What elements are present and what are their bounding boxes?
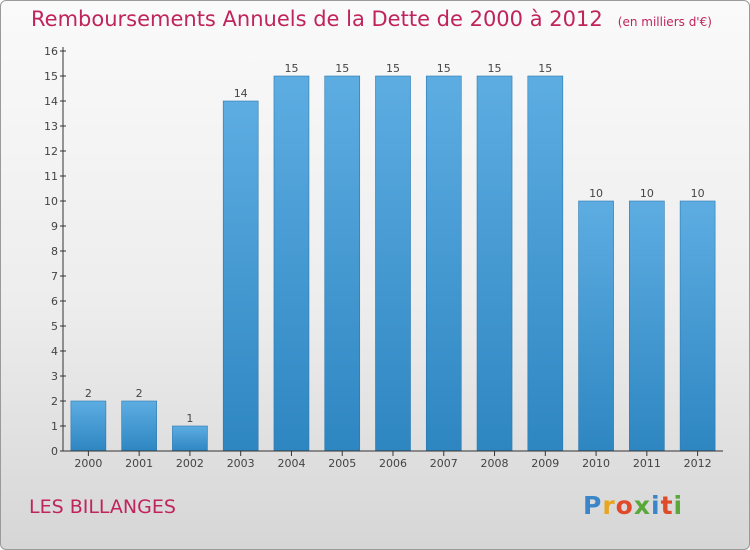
value-label-2010: 10 — [589, 187, 603, 200]
x-tick-label-2000: 2000 — [74, 457, 102, 470]
y-tick-label-9: 9 — [51, 220, 58, 233]
y-tick-label-7: 7 — [51, 270, 58, 283]
y-tick-label-6: 6 — [51, 295, 58, 308]
x-tick-label-2011: 2011 — [633, 457, 661, 470]
chart-subtitle: (en milliers d'€) — [617, 15, 712, 29]
logo-letter: P — [583, 491, 603, 520]
logo-letter: i — [673, 491, 684, 520]
x-tick-label-2007: 2007 — [430, 457, 458, 470]
value-label-2007: 15 — [437, 62, 451, 75]
x-tick-label-2001: 2001 — [125, 457, 153, 470]
y-tick-label-13: 13 — [44, 120, 58, 133]
y-tick-label-16: 16 — [44, 45, 58, 58]
bar-2006 — [375, 75, 411, 452]
y-tick-label-5: 5 — [51, 320, 58, 333]
x-tick-label-2002: 2002 — [176, 457, 204, 470]
value-label-2002: 1 — [186, 412, 193, 425]
bar-2001 — [121, 400, 157, 452]
bar-2007 — [425, 75, 462, 452]
location-name: LES BILLANGES — [29, 496, 176, 518]
y-tick-label-8: 8 — [51, 245, 58, 258]
x-tick-label-2012: 2012 — [684, 457, 712, 470]
value-label-2009: 15 — [538, 62, 552, 75]
y-tick-label-10: 10 — [44, 195, 58, 208]
logo-letter: i — [651, 491, 661, 520]
x-tick-label-2004: 2004 — [277, 457, 305, 470]
bar-2002 — [172, 425, 208, 452]
title-row: Remboursements Annuels de la Dette de 20… — [31, 7, 712, 31]
chart-title: Remboursements Annuels de la Dette de 20… — [31, 7, 603, 31]
x-tick-label-2005: 2005 — [328, 457, 356, 470]
bar-2009 — [527, 75, 564, 452]
value-label-2008: 15 — [488, 62, 502, 75]
x-axis: 2000 2001 2002 2003 2004 2005 2006 2007 2008 2009… — [63, 450, 723, 470]
y-tick-label-3: 3 — [51, 370, 58, 383]
value-labels: 2 2 1 14 15 15 15 15 15 15 10 10 10 — [85, 62, 705, 425]
value-label-2012: 10 — [691, 187, 705, 200]
x-tick-label-2006: 2006 — [379, 457, 407, 470]
bar-2011 — [629, 200, 665, 452]
value-label-2005: 15 — [335, 62, 349, 75]
bars-group — [70, 75, 716, 452]
y-tick-label-14: 14 — [44, 95, 58, 108]
value-label-2000: 2 — [85, 387, 92, 400]
bar-2003 — [222, 100, 259, 452]
value-label-2004: 15 — [284, 62, 298, 75]
logo-letter: x — [633, 491, 651, 520]
x-tick-label-2003: 2003 — [227, 457, 255, 470]
bar-2004 — [273, 75, 310, 452]
bar-2000 — [70, 400, 107, 452]
bar-2010 — [578, 200, 614, 452]
x-tick-label-2010: 2010 — [582, 457, 610, 470]
y-tick-label-2: 2 — [51, 395, 58, 408]
bar-2012 — [679, 200, 716, 452]
bar-2005 — [324, 75, 361, 452]
logo-letter: r — [602, 491, 616, 520]
y-tick-label-12: 12 — [44, 145, 58, 158]
bar-2008 — [476, 75, 513, 452]
value-label-2001: 2 — [136, 387, 143, 400]
x-tick-label-2008: 2008 — [481, 457, 509, 470]
y-tick-label-1: 1 — [51, 420, 58, 433]
logo-letter: o — [615, 491, 634, 520]
value-label-2006: 15 — [386, 62, 400, 75]
y-tick-label-11: 11 — [44, 170, 58, 183]
x-tick-label-2009: 2009 — [531, 457, 559, 470]
logo-letter: t — [660, 491, 674, 520]
y-tick-label-15: 15 — [44, 70, 58, 83]
value-label-2003: 14 — [234, 87, 248, 100]
proxiti-logo: Proxiti — [583, 491, 683, 520]
y-tick-label-0: 0 — [51, 445, 58, 458]
y-tick-label-4: 4 — [51, 345, 58, 358]
value-label-2011: 10 — [640, 187, 654, 200]
